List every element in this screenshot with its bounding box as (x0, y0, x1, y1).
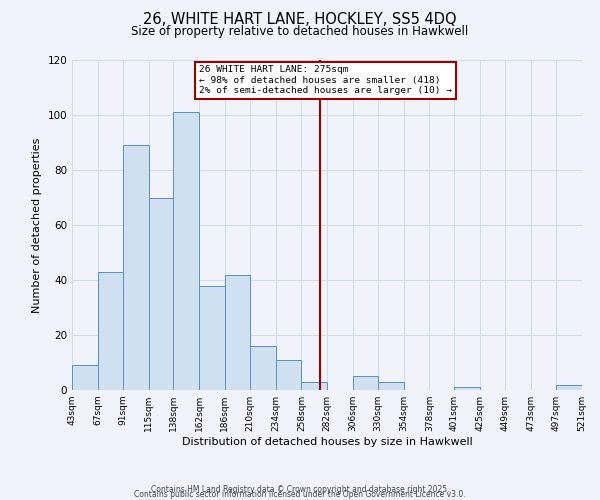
Bar (173, 112, 199, 390)
Text: Contains public sector information licensed under the Open Government Licence v3: Contains public sector information licen… (134, 490, 466, 499)
Bar (72, 365, 98, 390)
Bar (353, 376, 378, 390)
Bar (250, 346, 276, 390)
Bar (454, 387, 479, 390)
X-axis label: Distribution of detached houses by size in Hawkwell: Distribution of detached houses by size … (182, 437, 472, 447)
Text: 26, WHITE HART LANE, HOCKLEY, SS5 4DQ: 26, WHITE HART LANE, HOCKLEY, SS5 4DQ (143, 12, 457, 28)
Bar (123, 145, 149, 390)
Bar (378, 382, 404, 390)
Bar (98, 272, 123, 390)
Text: Size of property relative to detached houses in Hawkwell: Size of property relative to detached ho… (131, 25, 469, 38)
Y-axis label: Number of detached properties: Number of detached properties (32, 138, 42, 312)
Bar (149, 198, 173, 390)
Text: 26 WHITE HART LANE: 275sqm
← 98% of detached houses are smaller (418)
2% of semi: 26 WHITE HART LANE: 275sqm ← 98% of deta… (199, 66, 452, 96)
Bar (276, 360, 301, 390)
Bar (556, 384, 582, 390)
Bar (199, 286, 224, 390)
Bar (301, 382, 327, 390)
Bar (224, 274, 250, 390)
Text: Contains HM Land Registry data © Crown copyright and database right 2025.: Contains HM Land Registry data © Crown c… (151, 485, 449, 494)
